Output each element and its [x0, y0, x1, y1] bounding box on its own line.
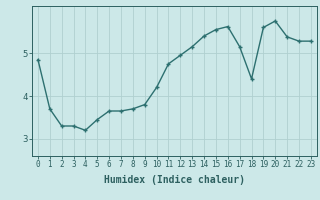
X-axis label: Humidex (Indice chaleur): Humidex (Indice chaleur): [104, 175, 245, 185]
